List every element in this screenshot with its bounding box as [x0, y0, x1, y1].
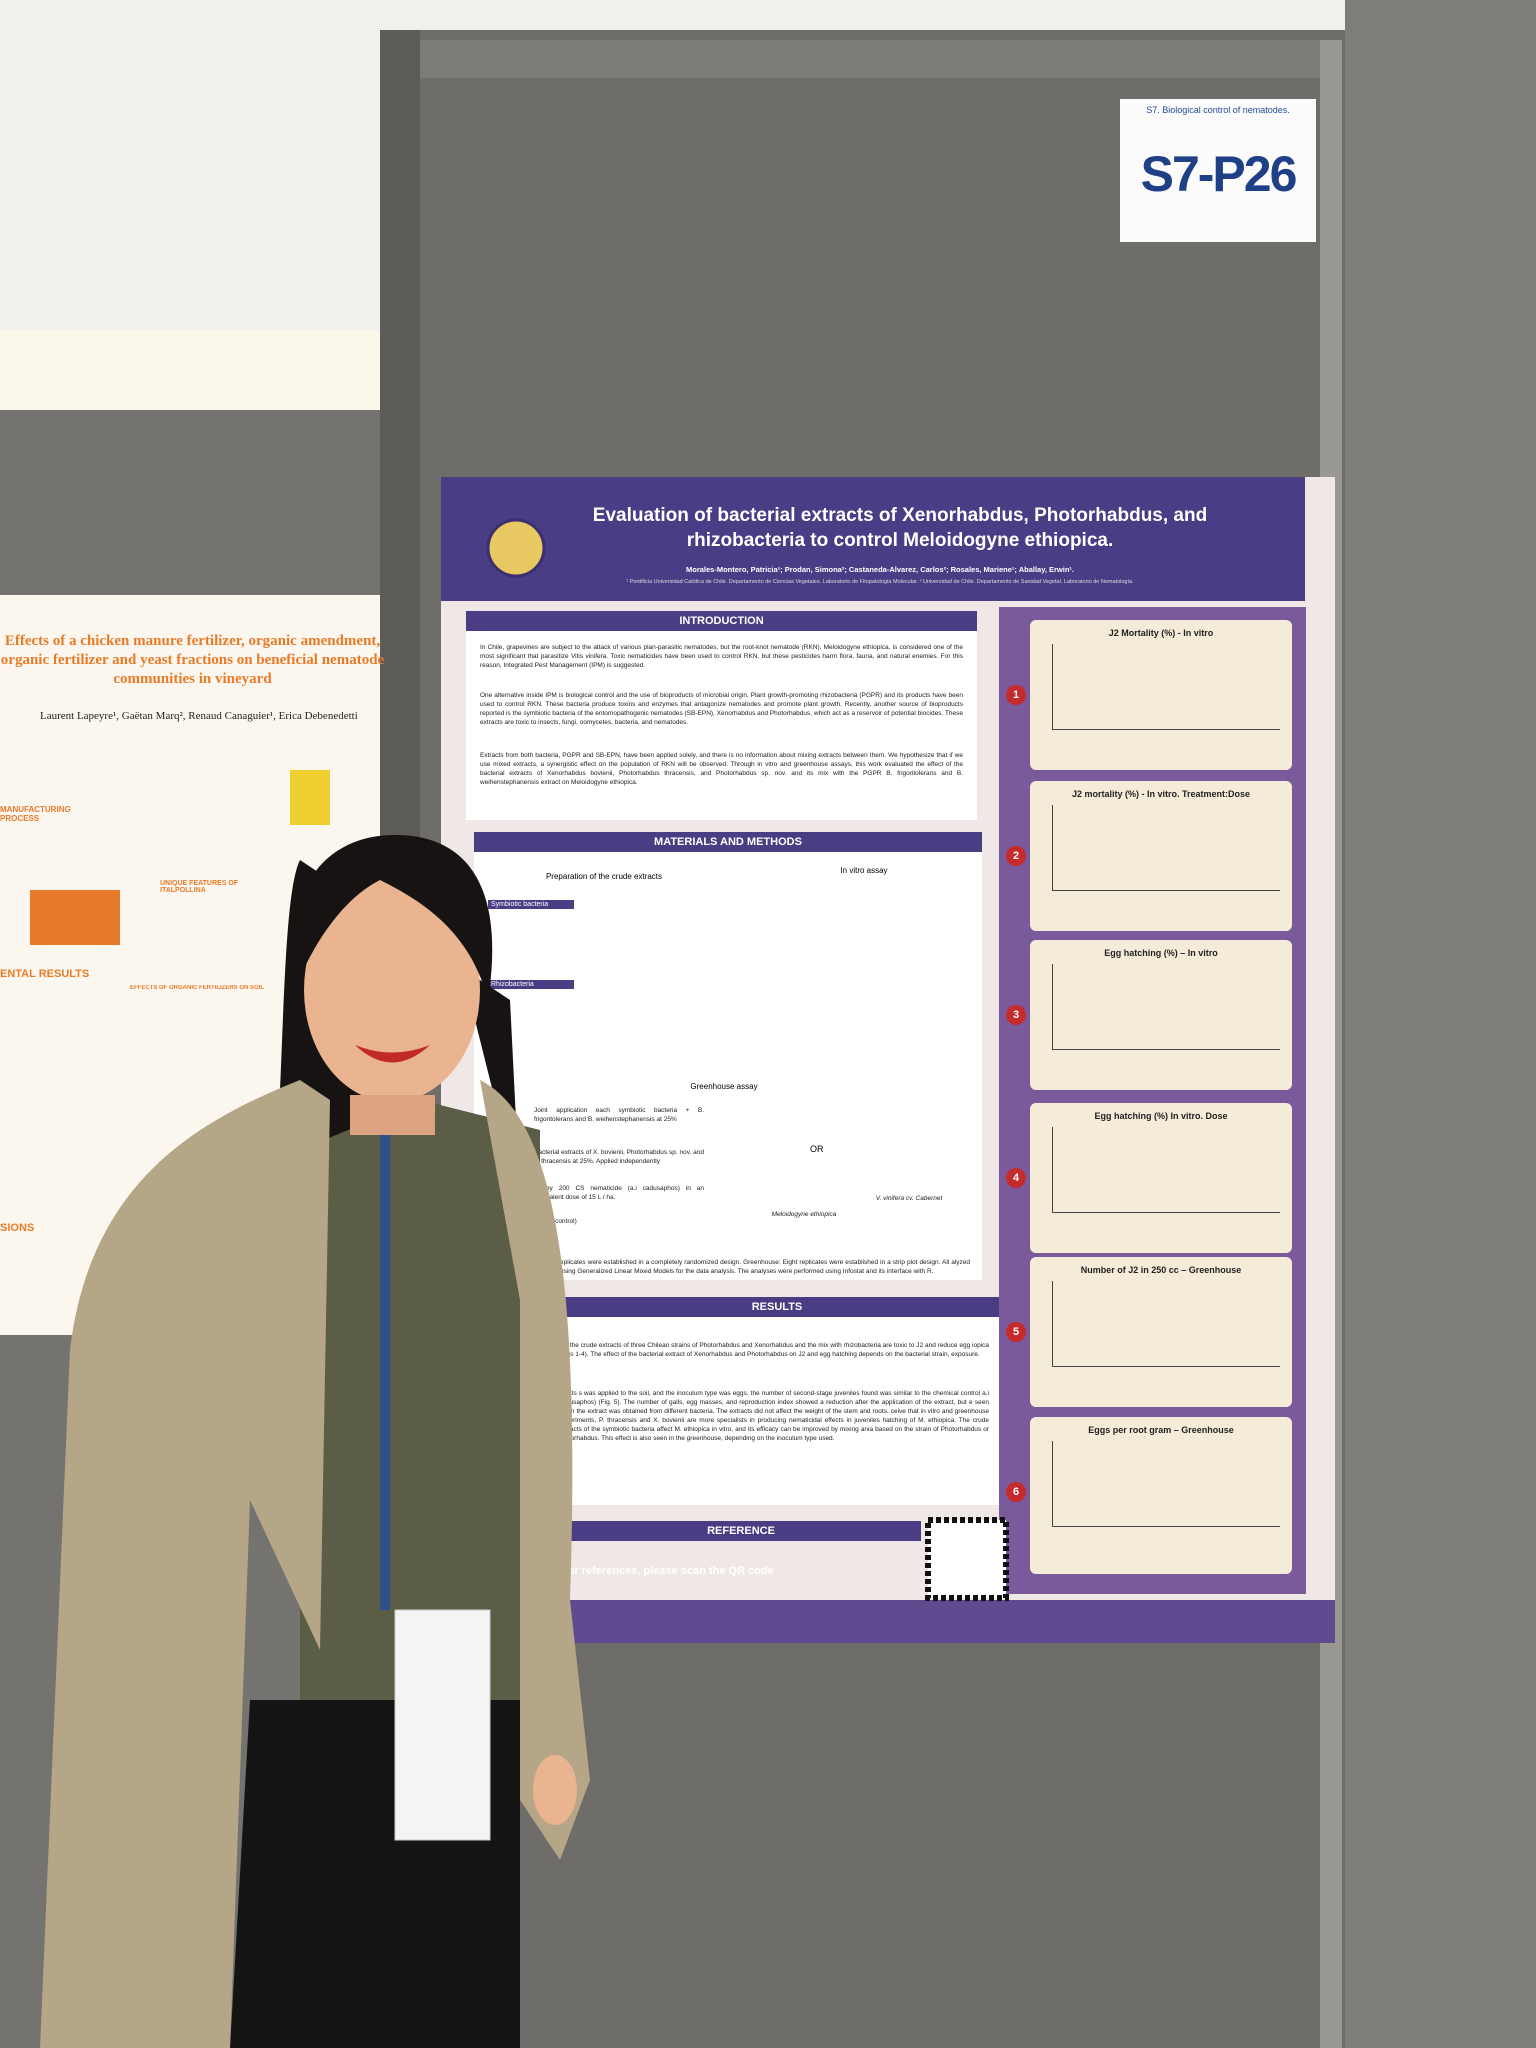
poster-affiliations: ¹ Pontificia Universidad Católica de Chi…: [626, 579, 1134, 585]
reference-box: REFERENCE: [561, 1521, 921, 1551]
chart-panel: Number of J2 in 250 cc – Greenhouse: [1030, 1257, 1292, 1407]
poster-title: Evaluation of bacterial extracts of Xeno…: [592, 505, 1208, 526]
paragraph: In Chile, grapevines are subject to the …: [480, 644, 963, 669]
poster-title: rhizobacteria to control Meloidogyne eth…: [686, 530, 1114, 551]
plot-area: [1052, 805, 1280, 891]
plot-area: [1052, 964, 1280, 1050]
poster-footer: [441, 1600, 1335, 1643]
chart-title: Eggs per root gram – Greenhouse: [1088, 1425, 1234, 1435]
subheading: Greenhouse assay: [690, 1082, 758, 1091]
section-heading: REFERENCE: [561, 1521, 921, 1541]
chart-number: 2: [1006, 846, 1026, 866]
sign: [1120, 99, 1316, 242]
subheading: In vitro assay: [840, 866, 888, 875]
plot-area: [1052, 1281, 1280, 1367]
method-item: Rugby 200 CS nematicide (a.i cadusaphos)…: [534, 1185, 704, 1201]
method-item: Bacterial extracts of X. bovienii, Photo…: [534, 1149, 704, 1165]
section-heading: RESULTS: [555, 1297, 999, 1317]
paragraph: Extracts from both bacteria, PGPR and SB…: [480, 752, 963, 786]
qr-code: [925, 1517, 1009, 1601]
badge: [394, 1609, 491, 1841]
cardigan: [40, 1080, 330, 2048]
poster-authors: Morales-Montero, Patricia¹; Prodan, Simo…: [685, 565, 1074, 574]
section-heading: INTRODUCTION: [466, 611, 977, 631]
cardigan: [480, 1080, 590, 1860]
chart-title: Egg hatching (%) In vitro. Dose: [1094, 1111, 1228, 1121]
left-poster-title: Effects of a chicken manure fertilizer, …: [0, 633, 385, 687]
poster-header: [441, 477, 1305, 601]
left-heading: UNIQUE FEATURES OF ITALPOLLINA: [160, 880, 239, 894]
chart-panel: J2 mortality (%) - In vitro. Treatment:D…: [1030, 781, 1292, 931]
left-product: Pelleted product: [49, 946, 101, 953]
left-poster-photo: [30, 890, 120, 945]
chart-number: 5: [1006, 1322, 1026, 1342]
shirt: [300, 1100, 540, 1700]
chart-panel: Eggs per root gram – Greenhouse: [1030, 1417, 1292, 1574]
paragraph: hat the crude extracts of three Chilean …: [559, 1342, 989, 1358]
hair: [292, 835, 493, 1000]
nematode-label: Meloidogyne ethiopica: [771, 1211, 837, 1218]
paragraph: ments s was applied to the soil, and the…: [559, 1390, 989, 1442]
chart-number: 3: [1006, 1005, 1026, 1025]
chart-number: 6: [1006, 1482, 1026, 1502]
method-item: Joint application each symbiotic bacteri…: [534, 1107, 704, 1123]
plot-area: [1052, 1127, 1280, 1213]
logo: [486, 518, 546, 578]
chart-panel: J2 Mortality (%) - In vitro: [1030, 620, 1292, 770]
paragraph: One alternative inside IPM is biological…: [480, 692, 963, 726]
lips: [355, 1045, 430, 1063]
reference-text: For references, please scan the QR code: [561, 1565, 774, 1577]
section-heading: MATERIALS AND METHODS: [474, 832, 982, 852]
left-heading: MANUFACTURING PROCESS: [0, 805, 71, 823]
chart-title: Egg hatching (%) – In vitro: [1104, 948, 1218, 958]
chart-panel: Egg hatching (%) – In vitro: [1030, 940, 1292, 1090]
plot-area: [1052, 644, 1280, 730]
chart-title: J2 mortality (%) - In vitro. Treatment:D…: [1071, 789, 1251, 799]
left-heading: SIONS: [0, 1222, 35, 1234]
plot-area: [1052, 1441, 1280, 1527]
sign-session: S7. Biological control of nematodes.: [1146, 105, 1290, 115]
method-item: Water (control): [534, 1218, 577, 1225]
left-poster-authors: Laurent Lapeyre¹, Gaëtan Marq², Renaud C…: [40, 710, 358, 722]
left-heading: ENTAL RESULTS: [0, 968, 90, 980]
hand: [533, 1755, 577, 1825]
left-poster-product: [290, 770, 330, 825]
ceiling: [0, 0, 1420, 420]
board-frame: [420, 40, 1320, 78]
chart-number: 1: [1006, 685, 1026, 705]
chart-panel: Egg hatching (%) In vitro. Dose: [1030, 1103, 1292, 1253]
subheading: Preparation of the crude extracts: [545, 872, 663, 881]
sign-code: S7-P26: [1140, 146, 1298, 202]
right-wall: [1345, 0, 1536, 2048]
chart-number: 4: [1006, 1168, 1026, 1188]
chart-title: Number of J2 in 250 cc – Greenhouse: [1080, 1265, 1242, 1275]
lanyard: [380, 1130, 390, 1610]
subheading: Symbiotic bacteria: [488, 900, 574, 909]
subheading: Rhizobacteria: [488, 980, 574, 989]
design-text: eplicates were established in a complete…: [560, 1259, 970, 1275]
neck: [350, 1095, 435, 1135]
chart-title: J2 Mortality (%) - In vitro: [1108, 628, 1214, 638]
or-label: OR: [810, 1144, 824, 1154]
methods-box: MATERIALS AND METHODS Preparation of the…: [474, 832, 982, 1280]
left-heading: EFFECTS OF ORGANIC FERTILIZERS ON SOIL: [130, 985, 265, 991]
results-box: RESULTS hat the crude extracts of three …: [555, 1297, 999, 1505]
face: [304, 878, 480, 1102]
plant-label: V. vinifera cv. Cabernet: [875, 1195, 943, 1202]
introduction-box: INTRODUCTION In Chile, grapevines are su…: [466, 611, 977, 820]
